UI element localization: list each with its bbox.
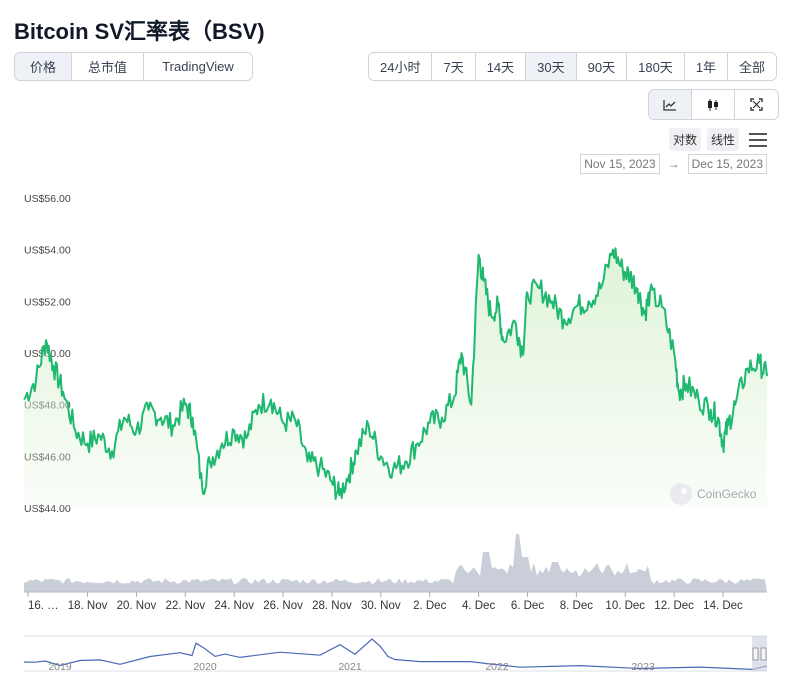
coingecko-logo-icon bbox=[670, 483, 692, 505]
y-tick-label: US$52.00 bbox=[24, 296, 71, 308]
x-tick-label: 20. Nov bbox=[117, 600, 157, 612]
x-tick-label: 12. Dec bbox=[654, 600, 694, 612]
navigator-year-label: 2021 bbox=[338, 661, 362, 673]
line-chart-icon bbox=[663, 99, 676, 111]
x-tick-label: 16. … bbox=[28, 600, 59, 612]
navigator-line bbox=[23, 638, 768, 671]
x-tick-label: 24. Nov bbox=[214, 600, 254, 612]
x-tick-label: 6. Dec bbox=[511, 600, 544, 612]
x-tick-label: 26. Nov bbox=[263, 600, 303, 612]
range-14d-button[interactable]: 14天 bbox=[476, 53, 527, 80]
x-tick-label: 18. Nov bbox=[68, 600, 108, 612]
date-to-input[interactable]: Dec 15, 2023 bbox=[687, 154, 767, 174]
range-1y-button[interactable]: 1年 bbox=[685, 53, 729, 80]
menu-icon[interactable] bbox=[749, 132, 767, 147]
navigator-year-label: 2019 bbox=[48, 661, 72, 673]
navigator-selection bbox=[752, 636, 767, 671]
range-24h-button[interactable]: 24小时 bbox=[369, 53, 433, 80]
fullscreen-icon bbox=[750, 98, 763, 111]
y-tick-label: US$54.00 bbox=[24, 245, 71, 257]
range-30d-button[interactable]: 30天 bbox=[526, 53, 577, 80]
x-tick-label: 2. Dec bbox=[413, 600, 446, 612]
date-arrow: → bbox=[667, 157, 680, 171]
page-title: Bitcoin SV汇率表（BSV) bbox=[14, 19, 265, 44]
tab-price[interactable]: 价格 bbox=[15, 53, 72, 80]
date-range: Nov 15, 2023 → Dec 15, 2023 bbox=[580, 154, 767, 174]
candlestick-button[interactable] bbox=[692, 90, 735, 119]
x-tick-label: 30. Nov bbox=[361, 600, 401, 612]
range-90d-button[interactable]: 90天 bbox=[577, 53, 628, 80]
x-tick-label: 4. Dec bbox=[462, 600, 495, 612]
log-scale-button[interactable]: 对数 bbox=[668, 128, 701, 151]
navigator-year-label: 2022 bbox=[485, 661, 509, 673]
date-from-input[interactable]: Nov 15, 2023 bbox=[580, 154, 660, 174]
range-tabs: 24小时 7天 14天 30天 90天 180天 1年 全部 bbox=[368, 52, 778, 81]
navigator: 2019 2020 2021 2022 2023 bbox=[23, 635, 768, 673]
navigator-year-label: 2023 bbox=[631, 661, 655, 673]
y-tick-label: US$56.00 bbox=[24, 193, 71, 205]
linear-scale-button[interactable]: 线性 bbox=[706, 128, 739, 151]
range-180d-button[interactable]: 180天 bbox=[627, 53, 685, 80]
view-tabs: 价格 总市值 TradingView bbox=[14, 52, 253, 81]
price-chart: US$56.00US$54.00US$52.00US$50.00US$48.00… bbox=[23, 193, 768, 673]
x-tick-label: 28. Nov bbox=[312, 600, 352, 612]
navigator-left-handle[interactable] bbox=[752, 647, 759, 661]
scale-controls: 对数 线性 bbox=[668, 128, 767, 151]
coingecko-watermark: CoinGecko bbox=[670, 483, 757, 505]
volume-area bbox=[24, 534, 767, 592]
line-chart-button[interactable] bbox=[649, 90, 692, 119]
range-all-button[interactable]: 全部 bbox=[739, 60, 766, 75]
range-7d-button[interactable]: 7天 bbox=[432, 53, 476, 80]
candlestick-icon bbox=[708, 98, 718, 111]
x-tick-label: 8. Dec bbox=[560, 600, 593, 612]
tab-market-cap[interactable]: 总市值 bbox=[72, 53, 144, 80]
fullscreen-button[interactable] bbox=[735, 90, 778, 119]
tab-tradingview[interactable]: TradingView bbox=[162, 59, 234, 74]
x-tick-label: 22. Nov bbox=[165, 600, 205, 612]
watermark-label: CoinGecko bbox=[697, 487, 757, 501]
navigator-right-handle[interactable] bbox=[760, 647, 767, 661]
price-line bbox=[23, 247, 768, 500]
navigator-year-label: 2020 bbox=[193, 661, 217, 673]
x-tick-label: 14. Dec bbox=[703, 600, 743, 612]
x-tick-label: 10. Dec bbox=[605, 600, 645, 612]
chart-type-tabs bbox=[648, 89, 779, 120]
